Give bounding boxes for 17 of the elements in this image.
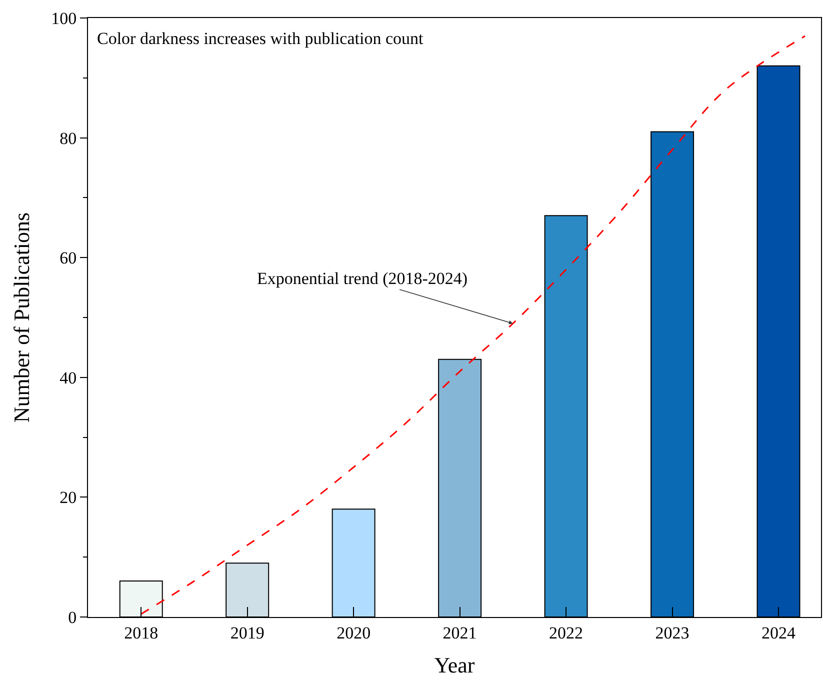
- x-tick-label: 2024: [762, 623, 796, 642]
- y-tick-label: 60: [60, 248, 77, 268]
- annotation: Exponential trend (2018-2024): [257, 269, 468, 288]
- x-tick-label: 2020: [336, 623, 371, 642]
- annotation: Color darkness increases with publication count: [97, 29, 424, 48]
- x-tick-label: 2018: [124, 623, 158, 642]
- y-axis-title: Number of Publications: [8, 212, 34, 423]
- y-tick-label: 20: [60, 488, 77, 508]
- y-tick-label: 80: [60, 128, 77, 148]
- x-tick-label: 2019: [230, 623, 264, 642]
- x-tick-label: 2023: [655, 623, 690, 642]
- x-axis-title: Year: [434, 652, 476, 678]
- x-tick-label: 2021: [442, 623, 477, 642]
- y-tick-label: 40: [60, 368, 77, 388]
- x-tick-label: 2022: [549, 623, 584, 642]
- y-tick-label: 100: [51, 8, 77, 28]
- y-tick-label: 0: [68, 608, 77, 627]
